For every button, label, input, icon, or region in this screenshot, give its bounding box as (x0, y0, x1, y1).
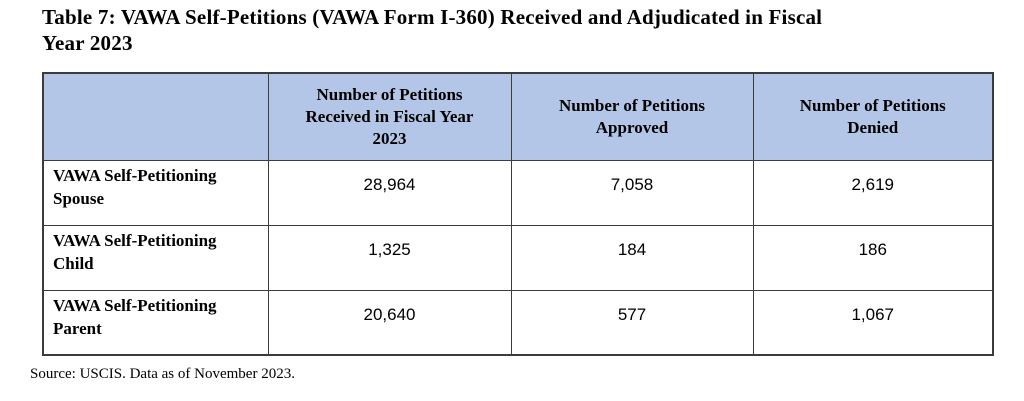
col-header-denied: Number of Petitions Denied (752, 72, 994, 161)
cell-child-approved: 184 (510, 224, 754, 291)
corner-empty-cell (42, 72, 269, 161)
col-header-received: Number of Petitions Received in Fiscal Y… (267, 72, 512, 161)
table-row-parent: VAWA Self-Petitioning Parent 20,640 577 … (42, 289, 994, 356)
table-header-row: Number of Petitions Received in Fiscal Y… (42, 72, 994, 161)
cell-child-received: 1,325 (267, 224, 512, 291)
col-header-approved: Number of Petitions Approved (510, 72, 754, 161)
vawa-petitions-table: Number of Petitions Received in Fiscal Y… (42, 72, 994, 356)
table-row-child: VAWA Self-Petitioning Child 1,325 184 18… (42, 224, 994, 291)
col-header-approved-label: Number of Petitions Approved (558, 95, 706, 137)
row-label-spouse: VAWA Self-Petitioning Spouse (42, 159, 269, 226)
col-header-received-label: Number of Petitions Received in Fiscal Y… (305, 84, 474, 148)
cell-spouse-received: 28,964 (267, 159, 512, 226)
table-title: Table 7: VAWA Self-Petitions (VAWA Form … (42, 4, 822, 56)
cell-parent-approved: 577 (510, 289, 754, 356)
row-label-parent: VAWA Self-Petitioning Parent (42, 289, 269, 356)
cell-parent-received: 20,640 (267, 289, 512, 356)
source-note: Source: USCIS. Data as of November 2023. (30, 366, 295, 382)
table-title-line-1: Table 7: VAWA Self-Petitions (VAWA Form … (42, 5, 823, 29)
col-header-denied-label: Number of Petitions Denied (799, 95, 946, 137)
row-label-child: VAWA Self-Petitioning Child (42, 224, 269, 291)
cell-child-denied: 186 (752, 224, 994, 291)
table-title-line-2: Year 2023 (42, 31, 133, 55)
table-row-spouse: VAWA Self-Petitioning Spouse 28,964 7,05… (42, 159, 994, 226)
cell-spouse-denied: 2,619 (752, 159, 994, 226)
cell-parent-denied: 1,067 (752, 289, 994, 356)
cell-spouse-approved: 7,058 (510, 159, 754, 226)
